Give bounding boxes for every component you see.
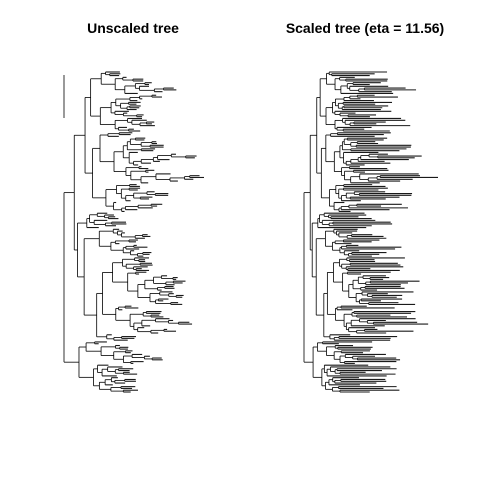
unscaled-tree — [63, 71, 204, 393]
panel-title-scaled: Scaled tree (eta = 11.56) — [285, 20, 445, 36]
scaled-tree — [303, 71, 438, 393]
panel-title-unscaled: Unscaled tree — [87, 20, 179, 36]
